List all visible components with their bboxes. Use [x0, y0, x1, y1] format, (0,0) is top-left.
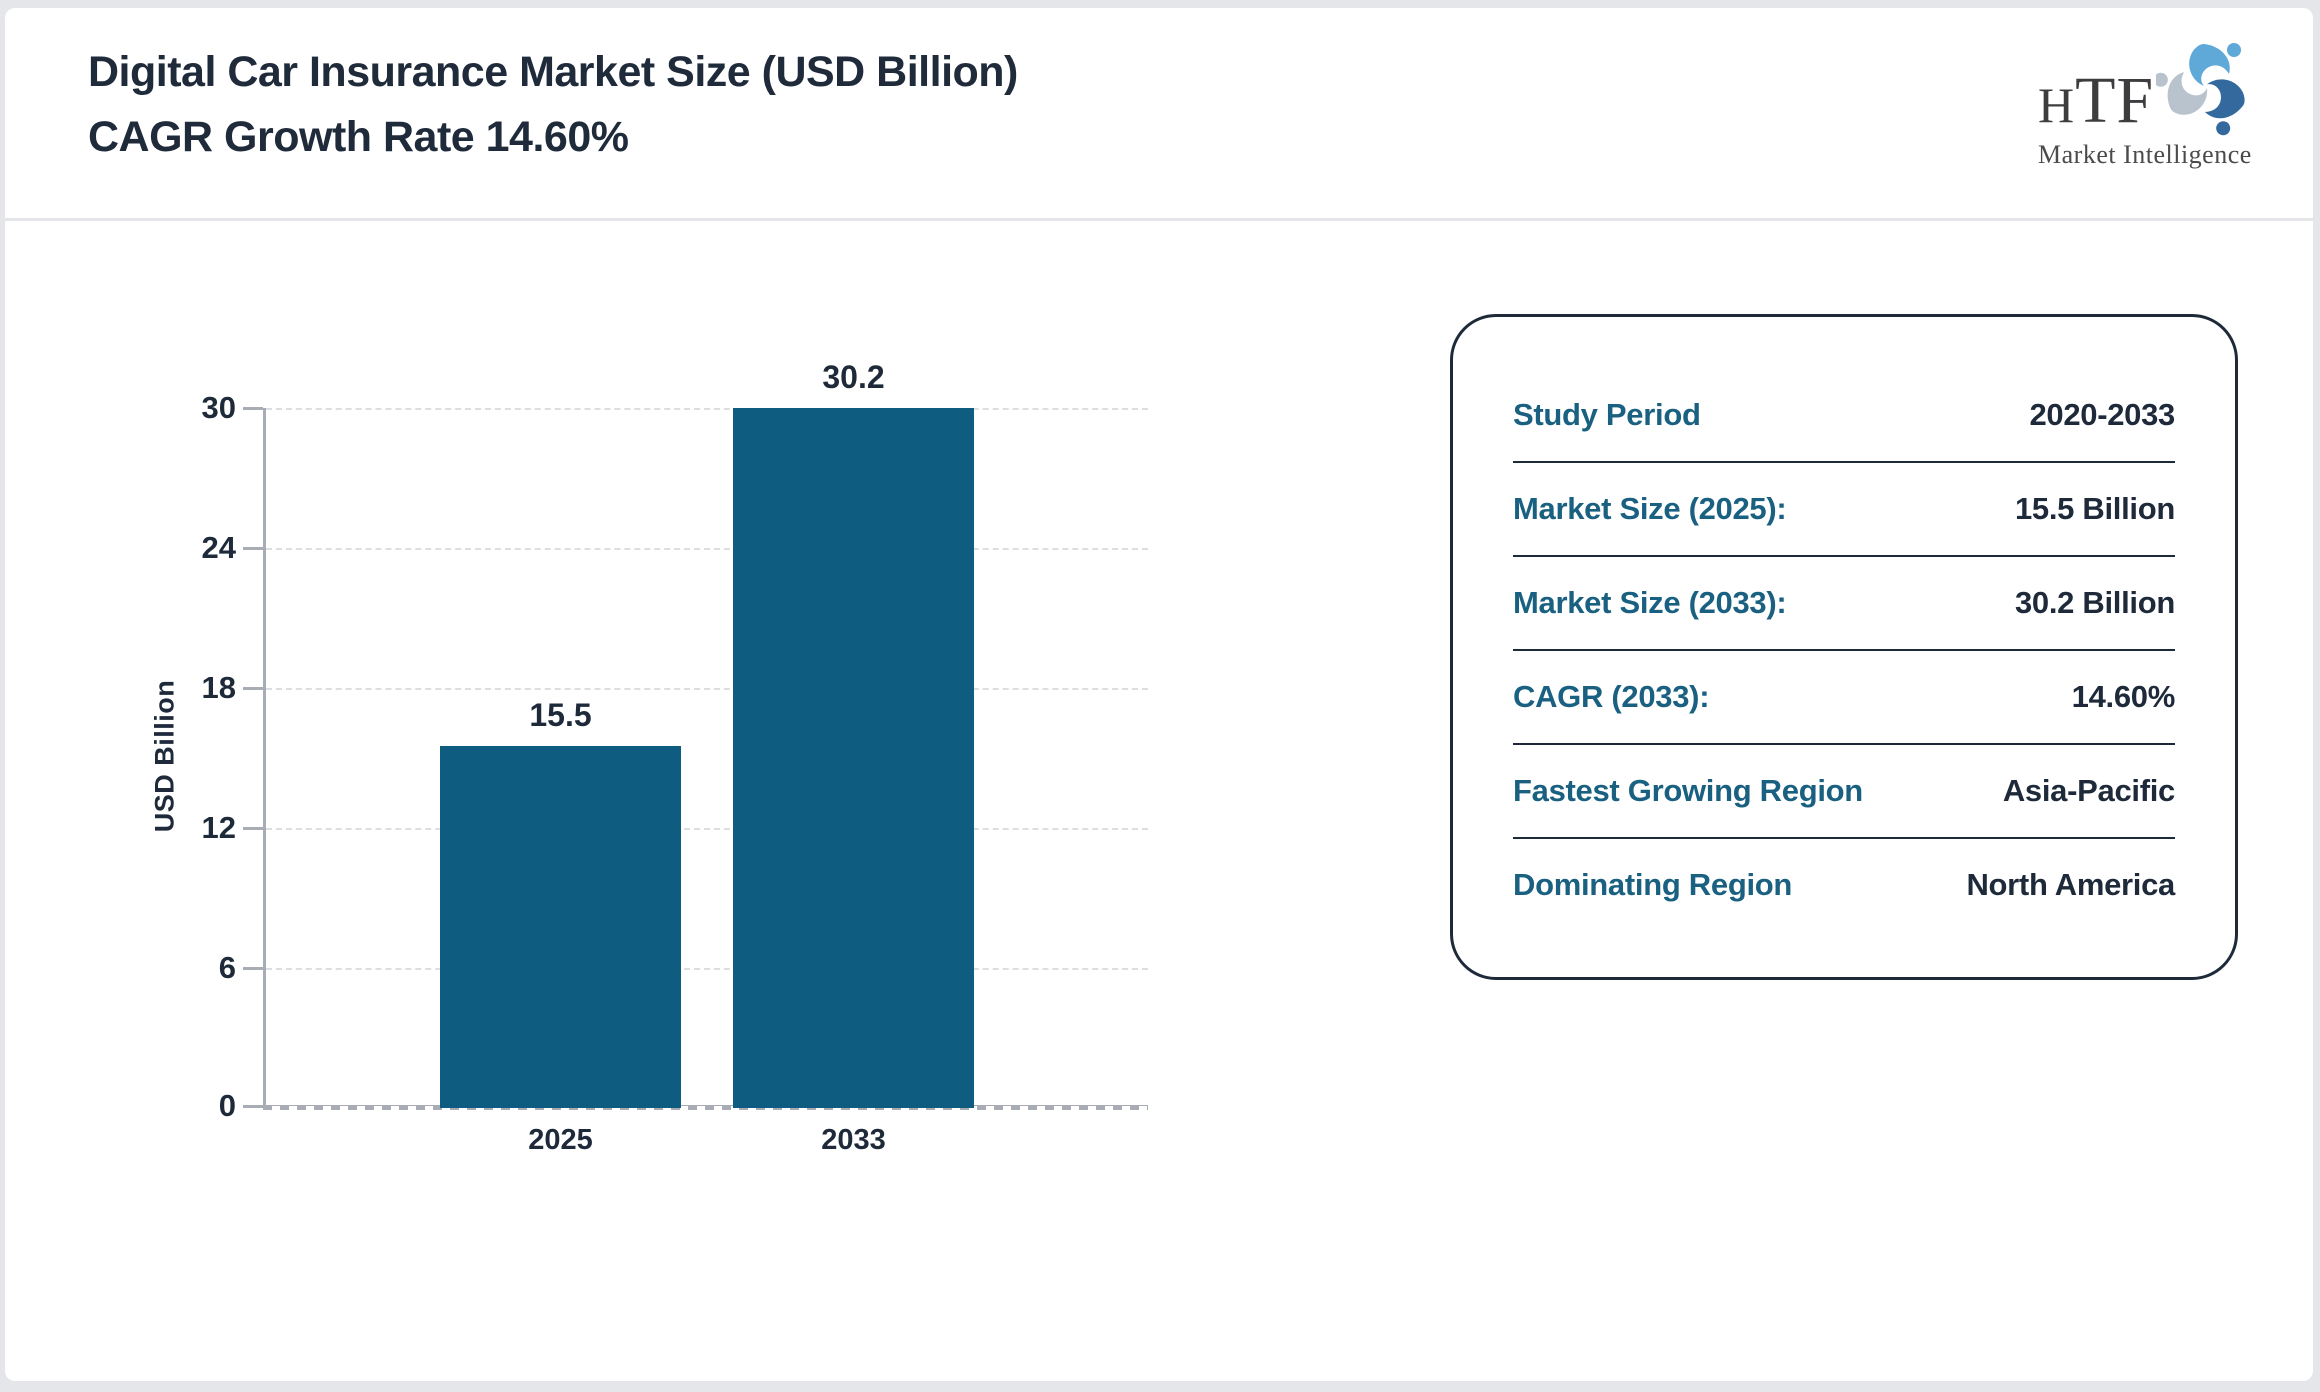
x-axis-baseline	[263, 1105, 1148, 1110]
bar-value-label: 15.5	[529, 697, 592, 734]
y-tick-mark	[243, 967, 263, 970]
gridline	[266, 408, 1148, 410]
panel-row-label: Market Size (2033):	[1513, 585, 1787, 620]
bar-value-label: 30.2	[822, 359, 885, 395]
y-tick-label: 30	[201, 390, 236, 425]
bar-2033: 30.2	[733, 359, 974, 1108]
y-tick-label: 18	[201, 670, 236, 705]
y-tick-mark	[243, 1105, 263, 1108]
panel-row-market-size-2025: Market Size (2025): 15.5 Billion	[1513, 463, 2175, 557]
panel-row-label: Market Size (2025):	[1513, 491, 1787, 526]
htf-logo-top: HTF	[2038, 36, 2258, 138]
x-tick-label-2033: 2033	[821, 1124, 886, 1156]
panel-row-value: North America	[1966, 867, 2175, 902]
panel-row-value: Asia-Pacific	[2002, 773, 2175, 808]
htf-logo-subtitle: Market Intelligence	[2038, 140, 2252, 169]
page-title-line2: CAGR Growth Rate 14.60%	[88, 113, 629, 161]
y-tick-mark	[243, 687, 263, 690]
panel-row-label: Study Period	[1513, 397, 1701, 432]
panel-row-value: 14.60%	[2071, 679, 2176, 714]
gridline	[266, 548, 1148, 550]
panel-row-value: 15.5 Billion	[2014, 491, 2175, 526]
y-tick-label: 12	[201, 810, 236, 845]
infographic-card: Digital Car Insurance Market Size (USD B…	[5, 8, 2313, 1381]
y-tick-mark	[243, 827, 263, 830]
bar-2025: 15.5	[440, 408, 681, 1108]
bar-rect-2033	[733, 408, 974, 1108]
y-tick-label: 6	[218, 950, 236, 985]
page-title: Digital Car Insurance Market Size (USD B…	[88, 40, 1018, 170]
panel-row-cagr: CAGR (2033): 14.60%	[1513, 651, 2175, 745]
bar-chart-plot-area: 30 24 18 12 6 0 15.5 30.2 2025 2033	[202, 359, 1148, 1156]
y-tick-mark	[243, 547, 263, 550]
header-divider	[5, 218, 2313, 221]
panel-row-value: 30.2 Billion	[2014, 585, 2175, 620]
summary-panel: Study Period 2020-2033 Market Size (2025…	[1450, 314, 2238, 980]
bar-rect-2025	[440, 746, 681, 1108]
x-tick-label-2025: 2025	[528, 1124, 593, 1156]
y-tick-label: 24	[201, 530, 236, 565]
gridline	[266, 968, 1148, 970]
panel-row-market-size-2033: Market Size (2033): 30.2 Billion	[1513, 557, 2175, 651]
htf-logo-text: HTF	[2038, 64, 2155, 137]
panel-row-label: CAGR (2033):	[1513, 679, 1710, 714]
panel-row-label: Dominating Region	[1513, 867, 1793, 902]
panel-row-study-period: Study Period 2020-2033	[1513, 369, 2175, 463]
panel-row-value: 2020-2033	[2029, 397, 2175, 432]
y-tick-mark	[243, 407, 263, 410]
panel-row-label: Fastest Growing Region	[1513, 773, 1863, 808]
y-tick-label: 0	[218, 1088, 236, 1123]
gridline	[266, 828, 1148, 830]
page-title-line1: Digital Car Insurance Market Size (USD B…	[88, 48, 1018, 96]
panel-row-fastest-growing-region: Fastest Growing Region Asia-Pacific	[1513, 745, 2175, 839]
panel-row-dominating-region: Dominating Region North America	[1513, 839, 2175, 931]
htf-logo: HTF Market Intelligence	[2038, 36, 2258, 170]
swirl-figures-icon	[2156, 43, 2245, 136]
gridline	[266, 688, 1148, 690]
